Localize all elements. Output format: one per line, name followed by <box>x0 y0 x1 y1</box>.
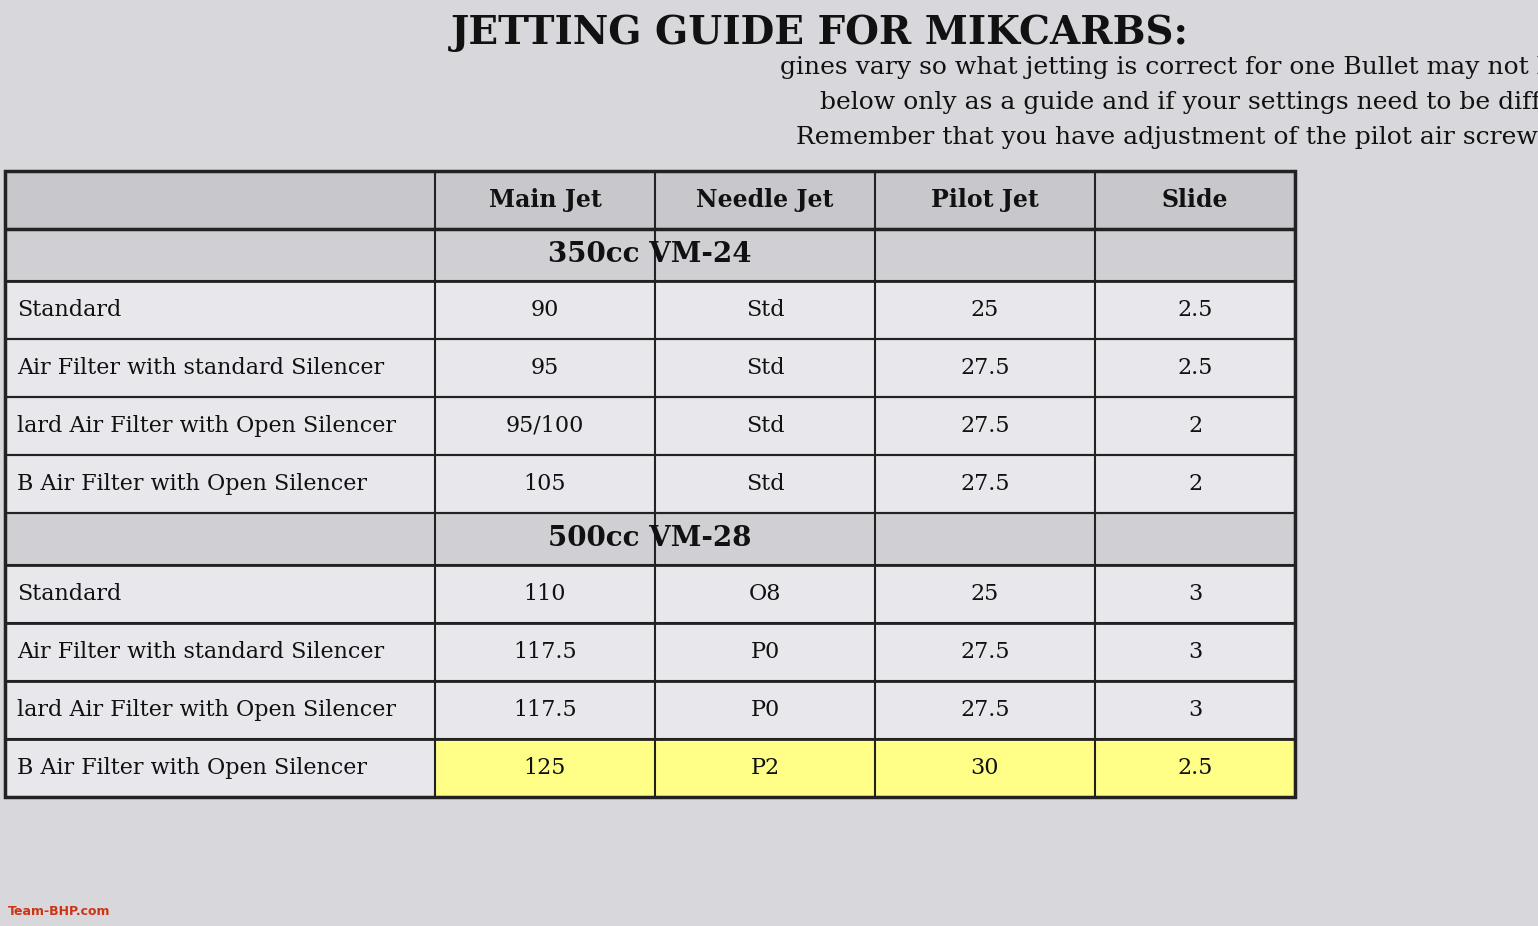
FancyBboxPatch shape <box>5 339 1295 397</box>
FancyBboxPatch shape <box>5 171 1295 229</box>
Text: Standard: Standard <box>17 583 122 605</box>
Text: B Air Filter with Open Silencer: B Air Filter with Open Silencer <box>17 473 368 495</box>
Text: Air Filter with standard Silencer: Air Filter with standard Silencer <box>17 357 384 379</box>
Text: Main Jet: Main Jet <box>489 188 601 212</box>
Text: B Air Filter with Open Silencer: B Air Filter with Open Silencer <box>17 757 368 779</box>
Text: 27.5: 27.5 <box>960 699 1010 721</box>
FancyBboxPatch shape <box>435 739 655 797</box>
FancyBboxPatch shape <box>5 513 1295 565</box>
Text: Std: Std <box>746 473 784 495</box>
FancyBboxPatch shape <box>5 171 1295 797</box>
Text: lard Air Filter with Open Silencer: lard Air Filter with Open Silencer <box>17 415 395 437</box>
Text: 95/100: 95/100 <box>506 415 584 437</box>
Text: 27.5: 27.5 <box>960 357 1010 379</box>
Text: JETTING GUIDE FOR MIKCARBS:: JETTING GUIDE FOR MIKCARBS: <box>451 14 1189 52</box>
Text: O8: O8 <box>749 583 781 605</box>
Text: 350cc VM-24: 350cc VM-24 <box>548 242 752 269</box>
Text: 25: 25 <box>970 583 1000 605</box>
Text: 500cc VM-28: 500cc VM-28 <box>548 525 752 553</box>
Text: lard Air Filter with Open Silencer: lard Air Filter with Open Silencer <box>17 699 395 721</box>
Text: 27.5: 27.5 <box>960 415 1010 437</box>
FancyBboxPatch shape <box>5 229 1295 281</box>
Text: 125: 125 <box>524 757 566 779</box>
FancyBboxPatch shape <box>875 739 1095 797</box>
Text: below only as a guide and if your settings need to be different, so be it.: below only as a guide and if your settin… <box>780 91 1538 114</box>
Text: 25: 25 <box>970 299 1000 321</box>
Text: 2: 2 <box>1187 473 1203 495</box>
FancyBboxPatch shape <box>5 739 1295 797</box>
Text: Team-BHP.com: Team-BHP.com <box>8 905 111 918</box>
Text: 95: 95 <box>531 357 560 379</box>
FancyBboxPatch shape <box>5 623 1295 681</box>
Text: 3: 3 <box>1187 641 1203 663</box>
FancyBboxPatch shape <box>5 681 1295 739</box>
Text: Std: Std <box>746 299 784 321</box>
FancyBboxPatch shape <box>5 565 1295 623</box>
Text: 30: 30 <box>970 757 1000 779</box>
FancyBboxPatch shape <box>5 397 1295 455</box>
Text: 105: 105 <box>524 473 566 495</box>
Text: gines vary so what jetting is correct for one Bullet may not be for another. Ple: gines vary so what jetting is correct fo… <box>780 56 1538 79</box>
Text: 117.5: 117.5 <box>514 699 577 721</box>
Text: 3: 3 <box>1187 699 1203 721</box>
Text: 90: 90 <box>531 299 560 321</box>
Text: Std: Std <box>746 415 784 437</box>
Text: 2.5: 2.5 <box>1177 357 1212 379</box>
Text: P0: P0 <box>751 699 780 721</box>
FancyBboxPatch shape <box>1095 739 1295 797</box>
FancyBboxPatch shape <box>655 739 875 797</box>
Text: Slide: Slide <box>1161 188 1229 212</box>
Text: 2.5: 2.5 <box>1177 757 1212 779</box>
Text: 3: 3 <box>1187 583 1203 605</box>
Text: 27.5: 27.5 <box>960 473 1010 495</box>
Text: Std: Std <box>746 357 784 379</box>
Text: P2: P2 <box>751 757 780 779</box>
Text: 2.5: 2.5 <box>1177 299 1212 321</box>
Text: 2: 2 <box>1187 415 1203 437</box>
Text: 27.5: 27.5 <box>960 641 1010 663</box>
FancyBboxPatch shape <box>5 281 1295 339</box>
Text: P0: P0 <box>751 641 780 663</box>
Text: Pilot Jet: Pilot Jet <box>930 188 1038 212</box>
FancyBboxPatch shape <box>5 455 1295 513</box>
Text: 117.5: 117.5 <box>514 641 577 663</box>
Text: Standard: Standard <box>17 299 122 321</box>
Text: Remember that you have adjustment of the pilot air screw and needle position.: Remember that you have adjustment of the… <box>780 126 1538 149</box>
Text: Air Filter with standard Silencer: Air Filter with standard Silencer <box>17 641 384 663</box>
Text: Needle Jet: Needle Jet <box>697 188 834 212</box>
Text: 110: 110 <box>524 583 566 605</box>
